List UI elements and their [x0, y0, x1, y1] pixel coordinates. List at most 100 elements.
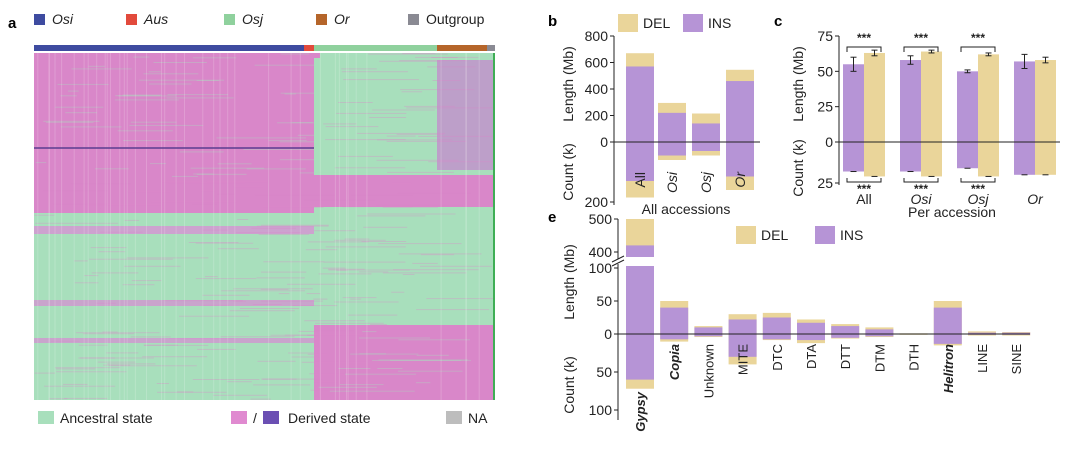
- y-tick-label: 0: [604, 326, 612, 342]
- heatmap-texture: [342, 206, 412, 207]
- x-tick-label-or: Or: [1027, 191, 1044, 207]
- bar-length-ins-all: [843, 64, 864, 142]
- heatmap-texture: [323, 268, 346, 269]
- heatmap-texture: [64, 398, 107, 399]
- bar-count-ins-all: [843, 142, 864, 172]
- heatmap-texture: [367, 214, 456, 215]
- x-tick-label-or: Or: [732, 171, 748, 188]
- y-tick-label: 600: [585, 55, 609, 71]
- x-tick-label-line: LINE: [975, 344, 990, 373]
- significance-bracket: [847, 47, 881, 52]
- heatmap-texture: [416, 382, 431, 383]
- derived-label: Derived state: [288, 410, 371, 426]
- heatmap-texture: [368, 54, 448, 55]
- derived-swatch-pink: [231, 411, 247, 424]
- heatmap-texture: [287, 284, 355, 285]
- y-label-bottom: Count (k): [790, 139, 806, 197]
- heatmap-texture: [402, 91, 423, 92]
- heatmap-texture: [369, 117, 406, 118]
- slash-label: /: [253, 410, 257, 426]
- heatmap-texture: [269, 140, 307, 141]
- heatmap-texture: [359, 353, 386, 354]
- heatmap-texture: [74, 53, 75, 400]
- y-tick-label: 500: [589, 211, 613, 227]
- heatmap-texture: [253, 304, 282, 305]
- y-tick-label: 50: [596, 293, 612, 309]
- heatmap-texture: [213, 53, 214, 400]
- legend-ins-label: INS: [708, 15, 731, 31]
- legend-del-label: DEL: [761, 227, 788, 243]
- heatmap-texture: [356, 53, 357, 400]
- heatmap-texture: [65, 112, 97, 113]
- heatmap-texture: [98, 362, 136, 363]
- heatmap-texture: [259, 234, 310, 235]
- heatmap-texture: [416, 309, 489, 310]
- heatmap-texture: [479, 53, 480, 400]
- heatmap-texture: [220, 53, 221, 400]
- heatmap-texture: [350, 299, 361, 300]
- heatmap-texture: [291, 53, 292, 400]
- panel-letter-a: a: [8, 15, 17, 32]
- heatmap-texture: [139, 80, 224, 81]
- heatmap-texture: [193, 57, 236, 58]
- x-tick-label-unknown: Unknown: [701, 344, 716, 398]
- heatmap-texture: [343, 79, 419, 80]
- bar-length-ins-lower-gypsy: [626, 266, 654, 334]
- heatmap-texture: [308, 241, 369, 242]
- y-tick-label: 0: [600, 134, 608, 150]
- heatmap-texture: [119, 53, 120, 400]
- heatmap-texture: [281, 54, 310, 55]
- heatmap-texture: [280, 141, 334, 142]
- y-label-top: Length (Mb): [561, 244, 577, 319]
- heatmap-texture: [319, 273, 372, 274]
- heatmap-texture: [92, 272, 139, 273]
- heatmap-texture: [403, 274, 415, 275]
- heatmap-texture: [293, 305, 338, 306]
- bar-length-ins-mite: [729, 319, 757, 334]
- heatmap-texture: [428, 161, 495, 162]
- legend-label-osj: Osj: [242, 11, 264, 27]
- heatmap-texture: [110, 53, 111, 400]
- legend-swatch-aus: [126, 14, 137, 25]
- heatmap-texture: [256, 277, 305, 278]
- heatmap-texture: [279, 293, 290, 294]
- heatmap-texture: [262, 379, 322, 380]
- heatmap-texture: [88, 53, 89, 400]
- heatmap-texture: [377, 368, 402, 369]
- x-tick-label-dtm: DTM: [872, 344, 887, 372]
- heatmap-block: [314, 53, 320, 58]
- heatmap-texture: [107, 53, 108, 400]
- c-anchor: [795, 14, 796, 15]
- population-bar-osj: [314, 45, 437, 51]
- x-axis-label: Per accession: [908, 204, 996, 220]
- heatmap-texture: [399, 60, 467, 61]
- y-label-bottom: Count (k): [560, 143, 576, 201]
- heatmap-texture: [135, 53, 136, 400]
- heatmap-texture: [261, 289, 289, 290]
- heatmap-texture: [357, 215, 425, 216]
- heatmap-texture: [404, 106, 455, 107]
- x-tick-label-dtc: DTC: [770, 344, 785, 371]
- heatmap-texture: [74, 260, 88, 261]
- heatmap-texture: [180, 151, 224, 152]
- heatmap-texture: [346, 53, 347, 400]
- heatmap-texture: [203, 230, 228, 231]
- heatmap-texture: [80, 358, 115, 359]
- heatmap-texture: [335, 53, 336, 400]
- legend-del-swatch: [618, 14, 638, 32]
- bar-length-ins-osi: [658, 113, 686, 142]
- bar-count-ins-copia: [660, 334, 688, 339]
- heatmap-texture: [378, 243, 461, 244]
- heatmap-texture: [43, 191, 108, 192]
- significance-bracket: [904, 47, 938, 52]
- heatmap-texture: [376, 205, 463, 206]
- heatmap-texture: [308, 354, 328, 355]
- legend-label-outgroup: Outgroup: [426, 11, 485, 27]
- heatmap-texture: [169, 338, 234, 339]
- heatmap-texture: [196, 243, 253, 244]
- heatmap-texture: [123, 140, 183, 141]
- legend-swatch-or: [316, 14, 327, 25]
